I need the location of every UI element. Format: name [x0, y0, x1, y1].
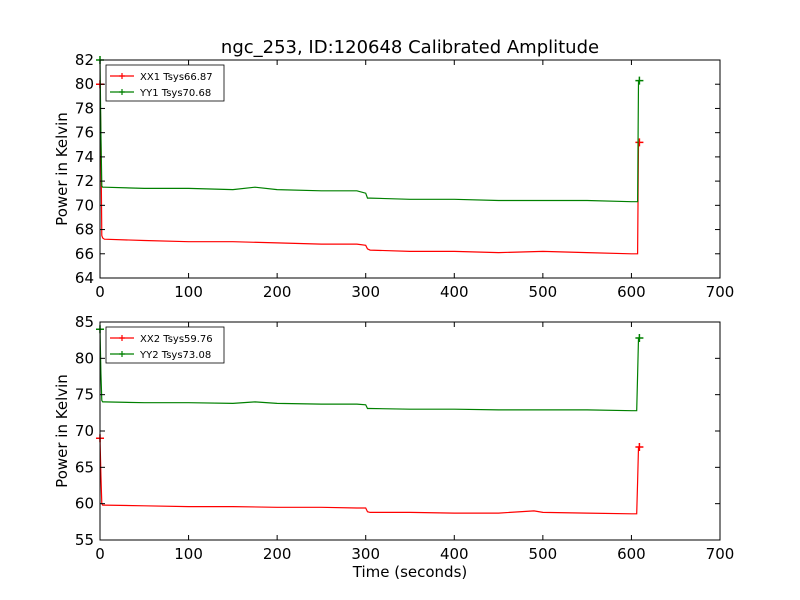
- legend-swatch-marker: [119, 351, 125, 357]
- y-tick-label: 65: [75, 458, 94, 476]
- y-tick-label: 80: [75, 349, 94, 367]
- y-tick-label: 70: [75, 196, 94, 214]
- series-line-1: [99, 438, 640, 515]
- x-tick-label: 0: [95, 545, 105, 563]
- y-tick-label: 85: [75, 313, 94, 331]
- x-tick-label: 400: [440, 545, 469, 563]
- y-axis-label: Power in Kelvin: [53, 112, 71, 226]
- series-marker: [635, 442, 644, 451]
- y-tick-label: 74: [75, 148, 94, 166]
- y-tick-label: 60: [75, 495, 94, 513]
- series-marker: [635, 333, 644, 342]
- series-line-2: [99, 59, 640, 203]
- y-tick-label: 66: [75, 245, 94, 263]
- y-tick-label: 64: [75, 269, 94, 287]
- y-tick-label: 70: [75, 422, 94, 440]
- x-tick-label: 600: [617, 283, 646, 301]
- x-tick-label: 500: [529, 283, 558, 301]
- x-tick-label: 0: [95, 283, 105, 301]
- y-axis-label: Power in Kelvin: [53, 374, 71, 488]
- series-marker: [635, 138, 644, 147]
- series-marker: [635, 76, 644, 85]
- x-tick-label: 500: [529, 545, 558, 563]
- x-tick-label: 300: [351, 283, 380, 301]
- x-tick-label: 100: [174, 283, 203, 301]
- x-tick-label: 600: [617, 545, 646, 563]
- y-tick-label: 72: [75, 172, 94, 190]
- y-tick-label: 76: [75, 124, 94, 142]
- x-tick-label: 400: [440, 283, 469, 301]
- series-line-1: [99, 84, 640, 255]
- series-line-2: [99, 329, 640, 412]
- top-panel: 0 100 200 300 400 500 600 700 64 66 68 70 72 74 76 78 80…: [53, 51, 734, 301]
- legend-swatch-marker: [119, 73, 125, 79]
- x-axis-label: Time (seconds): [352, 563, 468, 581]
- y-tick-label: 75: [75, 386, 94, 404]
- legend-swatch-marker: [119, 89, 125, 95]
- legend-entry: YY2 Tsys73.08: [139, 350, 211, 361]
- legend-swatch-marker: [119, 335, 125, 341]
- legend-entry: XX1 Tsys66.87: [140, 72, 213, 83]
- legend-box: [105, 326, 225, 364]
- legend-entry: XX2 Tsys59.76: [140, 334, 213, 345]
- x-tick-label: 300: [351, 545, 380, 563]
- y-tick-label: 68: [75, 221, 94, 239]
- y-tick-label: 78: [75, 99, 94, 117]
- y-tick-label: 80: [75, 75, 94, 93]
- x-tick-label: 200: [263, 545, 292, 563]
- x-tick-label: 100: [174, 545, 203, 563]
- y-tick-label: 82: [75, 51, 94, 69]
- bottom-panel: 0 100 200 300 400 500 600 700 55 60 65 70 75 80 85 Powe…: [53, 313, 734, 581]
- chart-title: ngc_253, ID:120648 Calibrated Amplitude: [221, 37, 599, 58]
- x-tick-label: 200: [263, 283, 292, 301]
- plot-frame: [99, 59, 721, 279]
- legend-box: [105, 64, 225, 102]
- x-tick-label: 700: [706, 545, 735, 563]
- y-tick-label: 55: [75, 531, 94, 549]
- legend-entry: YY1 Tsys70.68: [139, 88, 211, 99]
- x-tick-label: 700: [706, 283, 735, 301]
